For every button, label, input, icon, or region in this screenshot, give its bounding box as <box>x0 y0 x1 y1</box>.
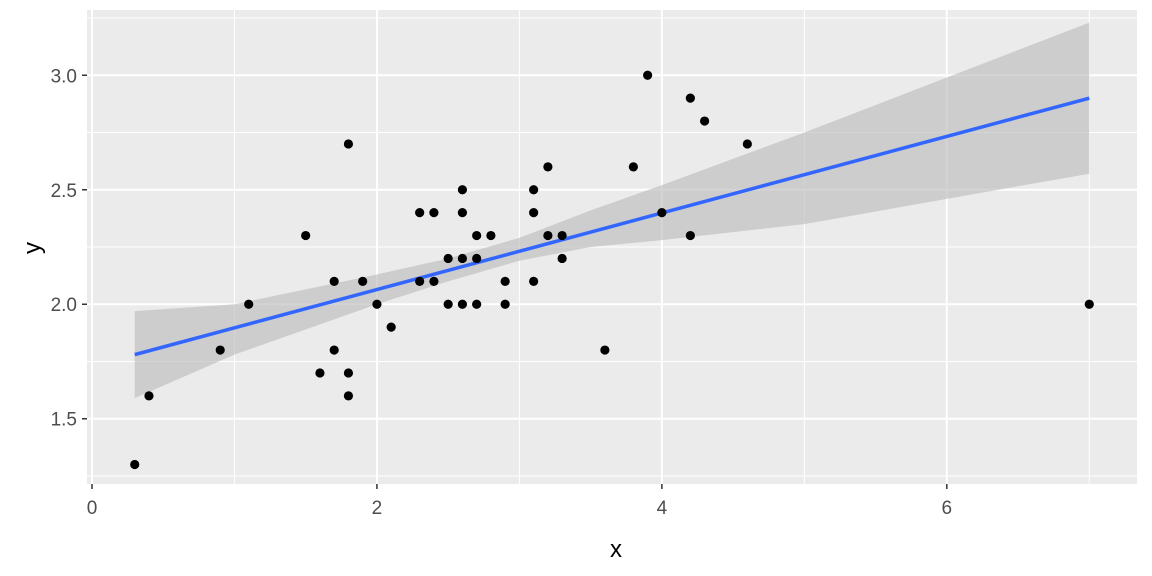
data-point <box>742 139 752 149</box>
data-point <box>386 322 396 332</box>
data-point <box>1084 299 1094 309</box>
data-point <box>343 391 354 401</box>
data-point <box>130 459 140 470</box>
x-tick-label: 4 <box>657 498 668 519</box>
data-point <box>700 116 710 126</box>
data-point <box>457 185 468 195</box>
data-point <box>144 391 154 401</box>
fit-line-layer <box>134 96 1090 357</box>
data-point <box>343 139 354 149</box>
axes-layer: 0 2 4 6 1.5 2.0 2.5 3.0 <box>51 66 953 519</box>
y-tick-label: 3.0 <box>51 66 77 87</box>
data-point <box>472 253 482 264</box>
data-point <box>215 345 225 355</box>
regression-line <box>134 96 1090 357</box>
data-point <box>557 253 567 264</box>
y-tick-label: 1.5 <box>51 410 77 431</box>
data-point <box>415 276 425 286</box>
data-point <box>429 208 439 218</box>
x-tick-label: 0 <box>87 498 98 519</box>
data-point <box>529 208 539 218</box>
data-point <box>301 230 311 241</box>
data-point <box>685 93 695 103</box>
data-point <box>472 230 482 241</box>
data-point <box>443 253 453 264</box>
x-axis-title: x <box>610 536 622 563</box>
data-point <box>529 185 539 195</box>
y-tick-label: 2.0 <box>51 295 77 316</box>
data-point <box>657 208 667 218</box>
data-point <box>358 276 368 286</box>
data-point <box>472 299 482 309</box>
data-point <box>543 230 553 241</box>
data-point <box>457 299 468 309</box>
x-tick-label: 6 <box>942 498 953 519</box>
data-point <box>600 345 610 355</box>
data-point <box>443 299 453 309</box>
grid-lines <box>87 10 1137 484</box>
data-point <box>543 162 553 172</box>
data-point <box>244 299 254 309</box>
data-point <box>315 368 325 378</box>
data-point <box>457 208 468 218</box>
data-point <box>557 230 567 241</box>
data-point <box>457 253 468 264</box>
data-point <box>329 345 339 355</box>
data-point <box>429 276 439 286</box>
points-layer <box>130 70 1094 470</box>
data-point <box>343 368 354 378</box>
data-point <box>486 230 496 241</box>
y-tick-label: 2.5 <box>51 181 77 202</box>
data-point <box>529 276 539 286</box>
data-point <box>643 70 653 80</box>
data-point <box>415 208 425 218</box>
data-point <box>685 230 695 241</box>
y-axis-title: y <box>19 242 46 254</box>
data-point <box>500 276 510 286</box>
x-tick-label: 2 <box>372 498 383 519</box>
data-point <box>329 276 339 286</box>
data-point <box>628 162 638 172</box>
data-point <box>500 299 510 309</box>
data-point <box>372 299 382 309</box>
